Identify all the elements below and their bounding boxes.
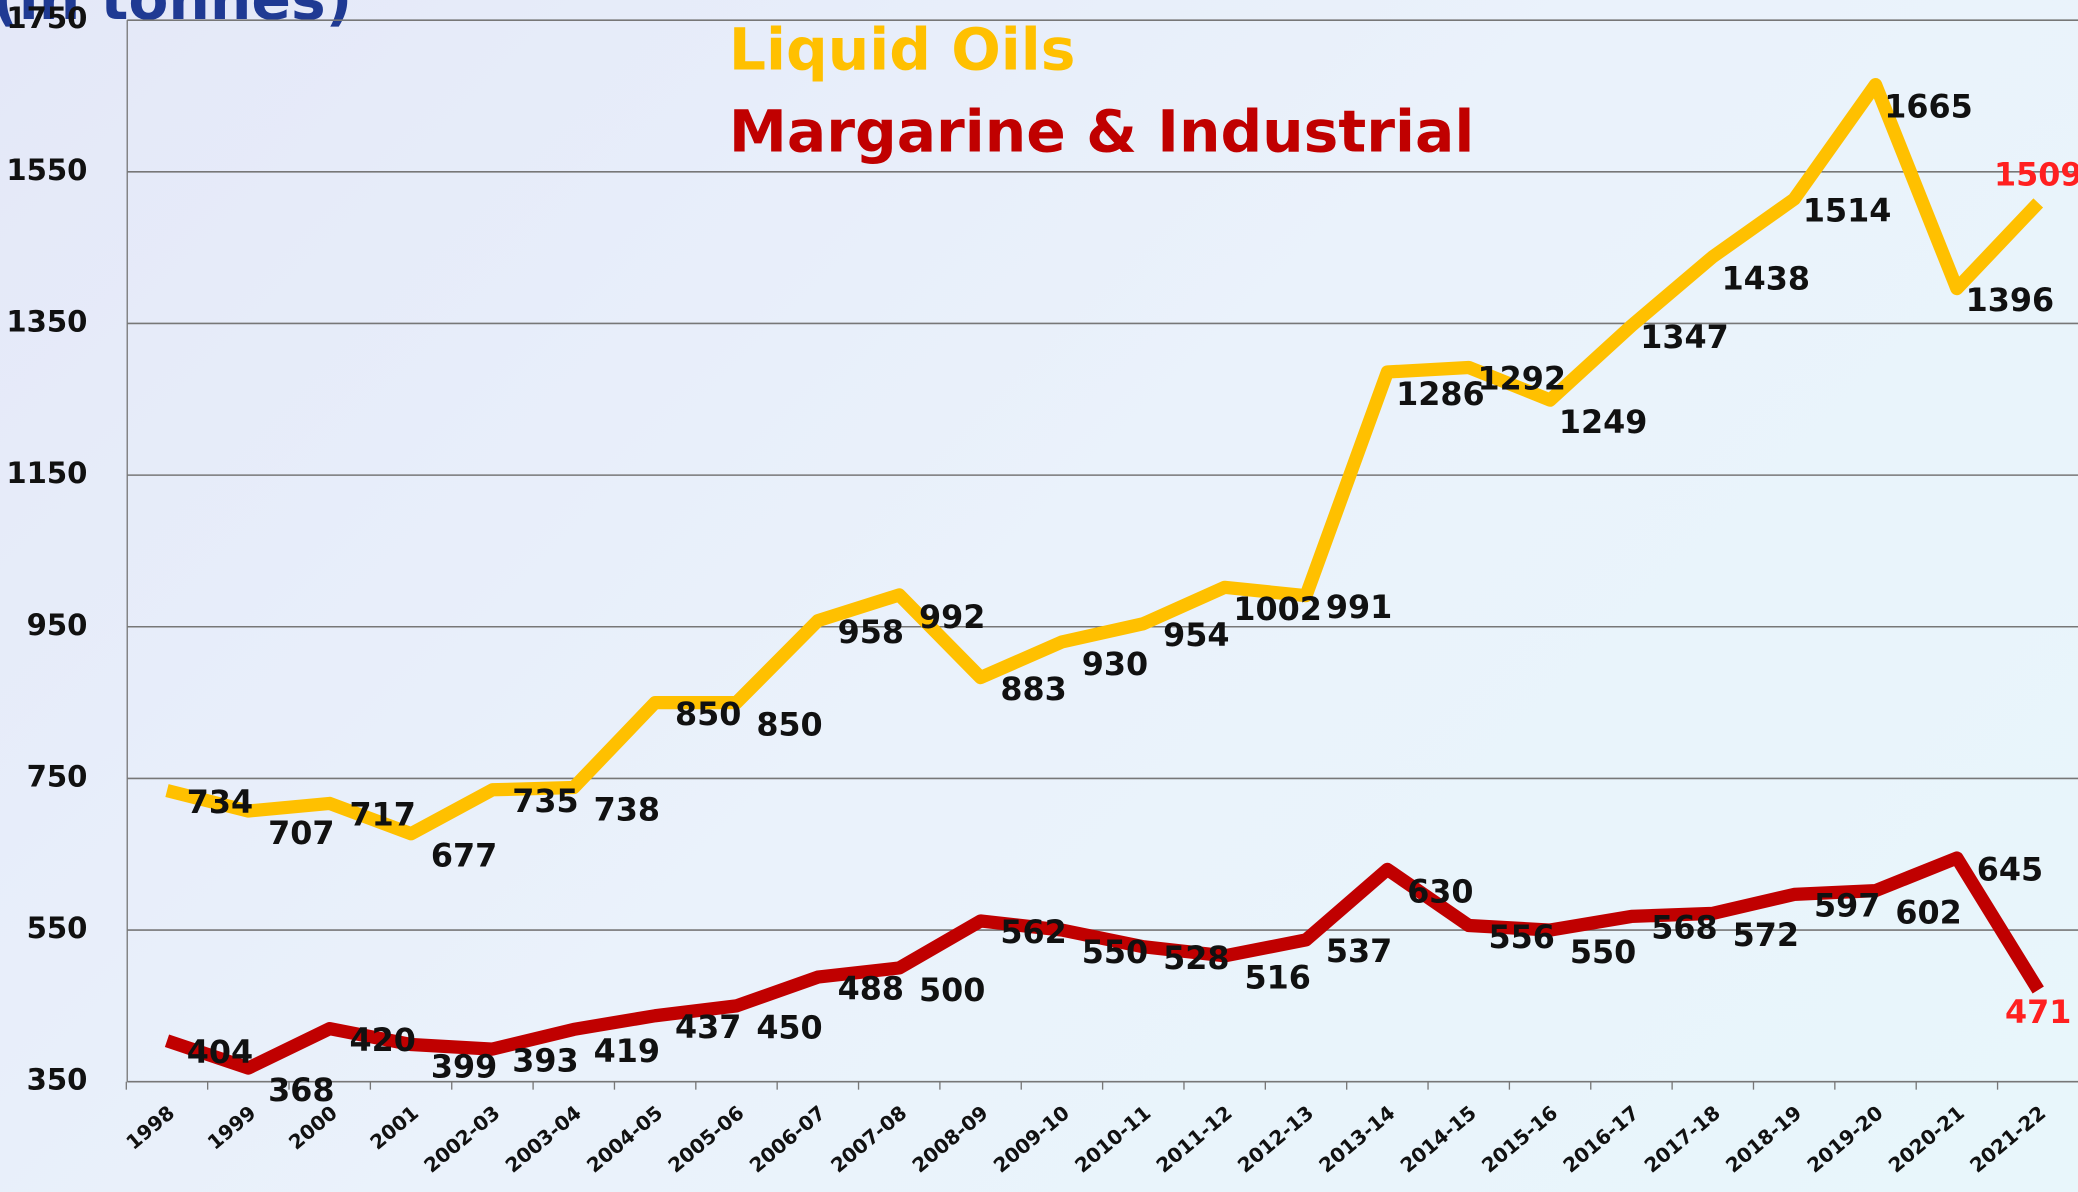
value-label: 500 <box>919 972 985 1009</box>
value-label: 992 <box>919 599 985 636</box>
x-tick-label: 2020-21 <box>1884 1101 1969 1177</box>
legend-label: Liquid Oils <box>729 15 1076 83</box>
value-label: 1665 <box>1884 88 1973 125</box>
x-tick-label: 2000 <box>285 1101 342 1154</box>
value-label: 677 <box>431 838 497 875</box>
x-tick-label: 2016-17 <box>1559 1101 1644 1177</box>
x-tick-label: 2007-08 <box>827 1101 912 1177</box>
value-label: 707 <box>268 815 334 852</box>
y-tick-label: 350 <box>27 1063 88 1097</box>
y-tick-label: 1150 <box>6 456 87 490</box>
value-label: 1249 <box>1559 404 1648 441</box>
value-label: 883 <box>1000 671 1066 708</box>
value-label: 717 <box>350 797 416 834</box>
value-label: 471 <box>2005 994 2071 1031</box>
value-label: 597 <box>1814 888 1880 925</box>
value-label: 734 <box>187 784 253 821</box>
x-tick-label: 2006-07 <box>745 1101 830 1177</box>
x-tick-label: 2005-06 <box>664 1101 749 1177</box>
value-label: 550 <box>1570 934 1636 971</box>
value-label: 738 <box>594 791 660 828</box>
value-label: 1347 <box>1640 319 1728 356</box>
value-label: 930 <box>1082 646 1148 683</box>
value-label: 1509 <box>1994 156 2078 193</box>
value-label: 568 <box>1651 910 1717 947</box>
x-tick-label: 2004-05 <box>583 1101 668 1177</box>
y-tick-label: 550 <box>27 911 88 945</box>
value-label: 954 <box>1163 617 1229 654</box>
value-label: 958 <box>838 614 904 651</box>
value-label: 572 <box>1733 917 1799 954</box>
x-tick-label: 1998 <box>122 1101 179 1154</box>
value-label: 1292 <box>1477 361 1565 398</box>
value-label: 1396 <box>1966 282 2054 319</box>
x-tick-label: 2018-19 <box>1722 1101 1807 1177</box>
value-label: 1438 <box>1722 261 1811 298</box>
value-label: 516 <box>1244 960 1310 997</box>
value-label: 550 <box>1082 934 1148 971</box>
x-tick-label: 2009-10 <box>989 1101 1074 1177</box>
value-label: 419 <box>594 1033 660 1070</box>
x-tick-label: 2011-12 <box>1152 1101 1237 1177</box>
x-tick-label: 2021-22 <box>1966 1101 2051 1177</box>
value-label: 562 <box>1000 914 1066 951</box>
value-label: 630 <box>1407 873 1473 910</box>
value-label: 420 <box>350 1022 416 1059</box>
value-label: 1286 <box>1396 376 1484 413</box>
legend-label: Margarine & Industrial <box>729 98 1474 166</box>
x-tick-label: 2019-20 <box>1803 1101 1888 1177</box>
x-tick-label: 2014-15 <box>1396 1101 1481 1177</box>
value-label: 528 <box>1163 940 1229 977</box>
chart-title: (in tonnes) <box>0 0 352 33</box>
y-tick-label: 750 <box>27 759 88 793</box>
value-label: 450 <box>756 1010 822 1047</box>
value-label: 399 <box>431 1048 497 1085</box>
value-label: 1514 <box>1803 192 1891 229</box>
value-label: 850 <box>756 706 822 743</box>
x-tick-label: 2008-09 <box>908 1101 993 1177</box>
value-label: 1002 <box>1233 591 1322 628</box>
y-tick-label: 950 <box>27 608 88 642</box>
x-tick-label: 2015-16 <box>1478 1101 1563 1177</box>
value-label: 393 <box>512 1042 578 1079</box>
x-tick-label: 1999 <box>203 1101 260 1154</box>
value-label: 645 <box>1977 851 2043 888</box>
x-tick-label: 2003-04 <box>501 1101 586 1177</box>
x-tick-label: 2001 <box>366 1101 423 1154</box>
value-label: 404 <box>187 1034 253 1071</box>
value-label: 368 <box>268 1072 334 1109</box>
x-tick-label: 2012-13 <box>1233 1101 1318 1177</box>
series-line <box>165 78 2044 841</box>
x-tick-label: 2002-03 <box>420 1101 505 1177</box>
y-tick-label: 1550 <box>6 153 87 187</box>
y-tick-label: 1750 <box>6 1 87 35</box>
value-label: 850 <box>675 696 741 733</box>
value-label: 556 <box>1489 919 1555 956</box>
value-label: 991 <box>1326 589 1392 626</box>
value-label: 602 <box>1895 894 1961 931</box>
x-tick-label: 2013-14 <box>1315 1101 1400 1177</box>
value-label: 437 <box>675 1009 741 1046</box>
series-line <box>164 851 2044 1075</box>
value-label: 537 <box>1326 933 1392 970</box>
y-tick-label: 1350 <box>6 304 87 338</box>
value-label: 735 <box>512 783 578 820</box>
x-tick-label: 2017-18 <box>1640 1101 1725 1177</box>
value-label: 488 <box>838 970 904 1007</box>
x-tick-label: 2010-11 <box>1071 1101 1156 1177</box>
